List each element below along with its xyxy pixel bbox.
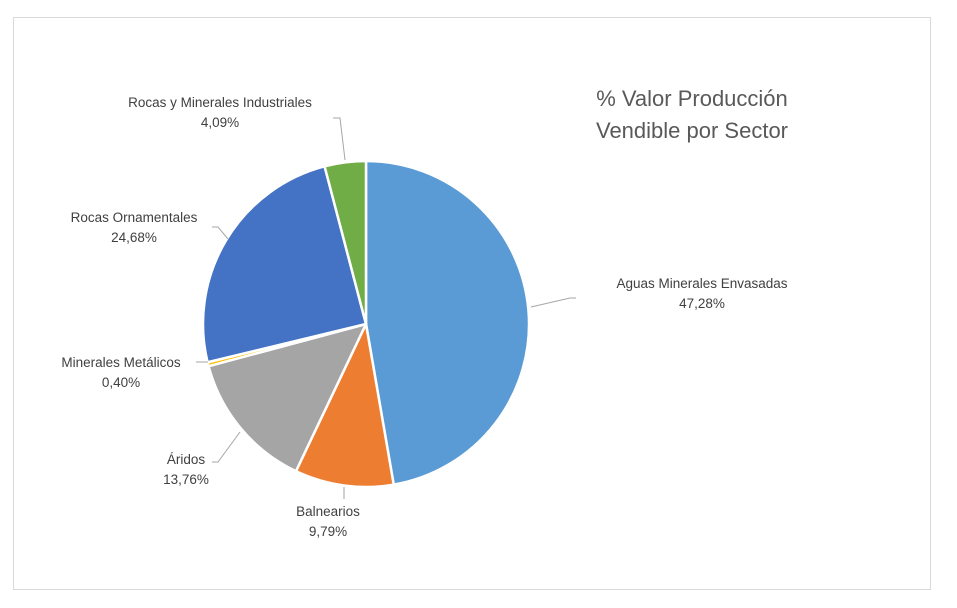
leader-line-aridos [212,431,241,463]
data-label-name-rocas-y-minerales-industriales: Rocas y Minerales Industriales [128,95,312,110]
data-label-value-aguas-minerales-envasadas: 47,28% [679,296,725,311]
data-label-value-rocas-y-minerales-industriales: 4,09% [201,115,239,130]
pie-slice-rocas-y-minerales-industriales [323,159,368,326]
leader-line-rocas-ornamentales [212,226,229,240]
pie-slices [201,159,531,489]
data-label-value-rocas-ornamentales: 24,68% [111,230,157,245]
leader-lines [196,117,576,499]
pie-slice-rocas-ornamentales [201,165,368,364]
leader-line-aguas-minerales-envasadas [530,297,576,308]
data-label-name-aguas-minerales-envasadas: Aguas Minerales Envasadas [616,276,787,291]
chart-title-line-1: % Valor Producción [596,86,788,111]
pie-slice-aridos [207,322,368,473]
data-label-name-minerales-metalicos: Minerales Metálicos [61,355,181,370]
pie-slice-balnearios [294,322,395,489]
data-labels: Aguas Minerales Envasadas 47,28% Balneario… [61,95,787,539]
data-label-name-balnearios: Balnearios [296,504,360,519]
chart-title-line-2: Vendible por Sector [596,118,788,143]
data-label-name-aridos: Áridos [167,452,206,467]
data-label-value-minerales-metalicos: 0,40% [102,375,140,390]
data-label-value-aridos: 13,76% [163,472,209,487]
data-label-name-rocas-ornamentales: Rocas Ornamentales [71,210,198,225]
data-label-value-balnearios: 9,79% [309,524,347,539]
pie-slice-aguas-minerales-envasadas [364,159,531,486]
leader-line-rocas-y-minerales-industriales [333,117,346,161]
